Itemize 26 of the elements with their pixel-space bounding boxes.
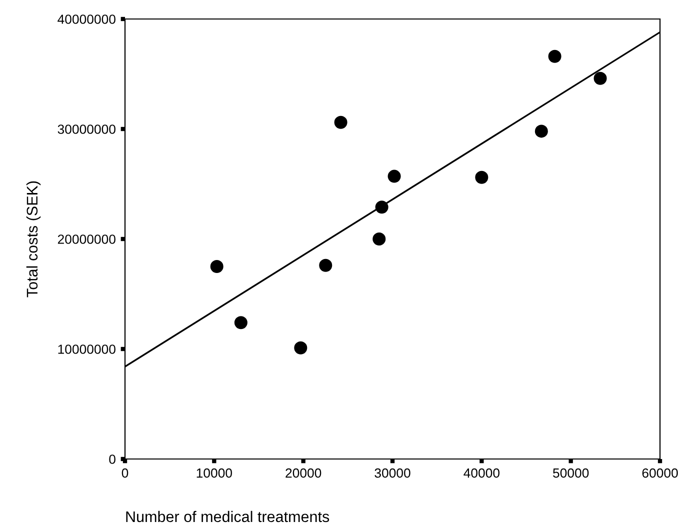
point (210, 260, 224, 274)
x-tick-label: 60000 (642, 468, 678, 478)
y-tick-label: 30000000 (58, 124, 116, 134)
x-tick-label: 0 (122, 468, 128, 478)
x-tick-label: 50000 (553, 468, 589, 478)
x-tick-label: 40000 (464, 468, 500, 478)
point (334, 116, 348, 129)
point (319, 258, 332, 272)
point (388, 170, 401, 183)
x-tick-label: 10000 (196, 468, 232, 478)
point (372, 232, 386, 246)
point (534, 124, 548, 138)
x-axis-title: Number of medical treatments (126, 510, 330, 522)
point (375, 200, 388, 214)
y-tick-label: 40000000 (58, 14, 116, 24)
point (294, 341, 308, 354)
point (475, 170, 488, 184)
x-tick-label: 30000 (374, 468, 410, 478)
point (548, 50, 562, 63)
x-tick-label: 20000 (286, 468, 322, 478)
point (234, 316, 248, 330)
point (594, 72, 607, 85)
y-tick-label: 10000000 (58, 344, 116, 354)
y-tick-label: 0 (109, 454, 116, 464)
y-tick-label: 20000000 (58, 234, 116, 244)
y-axis-title: Total costs (SEK) (26, 181, 41, 298)
